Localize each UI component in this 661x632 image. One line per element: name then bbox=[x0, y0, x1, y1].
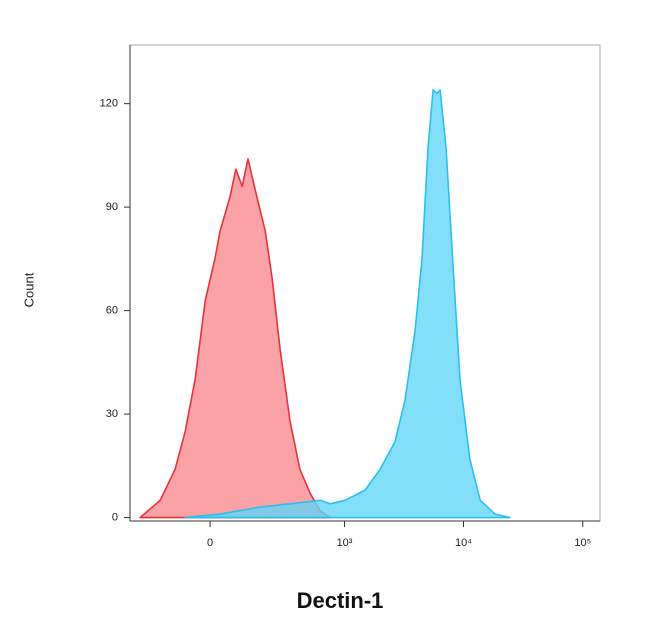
x-tick-label: 10⁵ bbox=[574, 537, 591, 549]
histogram-area bbox=[184, 89, 511, 519]
x-axis-label: Dectin-1 bbox=[297, 588, 384, 613]
y-tick-label: 90 bbox=[106, 201, 118, 213]
x-tick-label: 0 bbox=[207, 537, 213, 549]
y-tick-label: 30 bbox=[106, 408, 118, 420]
y-axis-label: Count bbox=[21, 272, 36, 307]
x-tick-label: 10³ bbox=[337, 537, 353, 549]
x-tick-label: 10⁴ bbox=[455, 537, 472, 549]
y-tick-label: 60 bbox=[106, 305, 118, 317]
y-tick-label: 0 bbox=[112, 511, 118, 523]
histogram-area bbox=[139, 158, 331, 519]
y-tick-label: 120 bbox=[100, 98, 118, 110]
